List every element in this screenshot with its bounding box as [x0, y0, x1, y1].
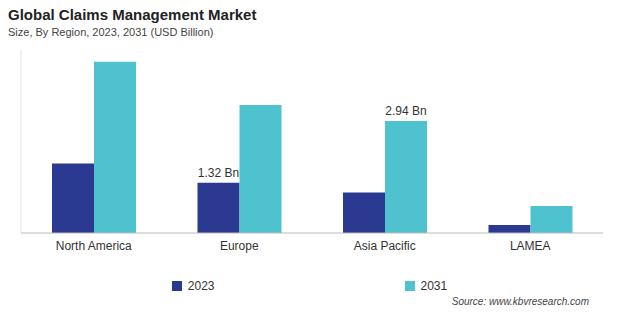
html-text:Size, By Region, 2023, 2031 (U: Size, By Region, 2023, 2031 (USD Billion…: [8, 26, 214, 38]
svg-text:LAMEA: LAMEA: [510, 239, 551, 253]
svg-text:2.94 Bn: 2.94 Bn: [385, 104, 426, 118]
svg-text:1.32 Bn: 1.32 Bn: [198, 166, 239, 180]
svg-text:North America: North America: [56, 239, 132, 253]
html-text:2031: 2031: [420, 279, 448, 293]
html-text:Source: www.kbvresearch.com: Source: www.kbvresearch.com: [451, 296, 589, 307]
svg-text:Asia Pacific: Asia Pacific: [354, 239, 416, 253]
html-text:Global Claims Management Marke: Global Claims Management Market: [8, 6, 257, 23]
html-text:2023: 2023: [187, 279, 215, 293]
svg-text:Europe: Europe: [220, 239, 259, 253]
